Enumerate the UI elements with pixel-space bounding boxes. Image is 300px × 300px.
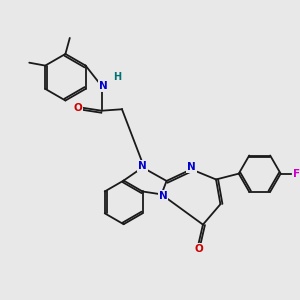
Text: F: F — [293, 169, 300, 178]
Text: N: N — [99, 81, 107, 91]
Text: O: O — [194, 244, 203, 254]
Text: O: O — [73, 103, 82, 113]
Text: H: H — [113, 72, 122, 82]
Text: N: N — [138, 161, 147, 171]
Text: N: N — [187, 162, 196, 172]
Text: N: N — [158, 191, 167, 201]
